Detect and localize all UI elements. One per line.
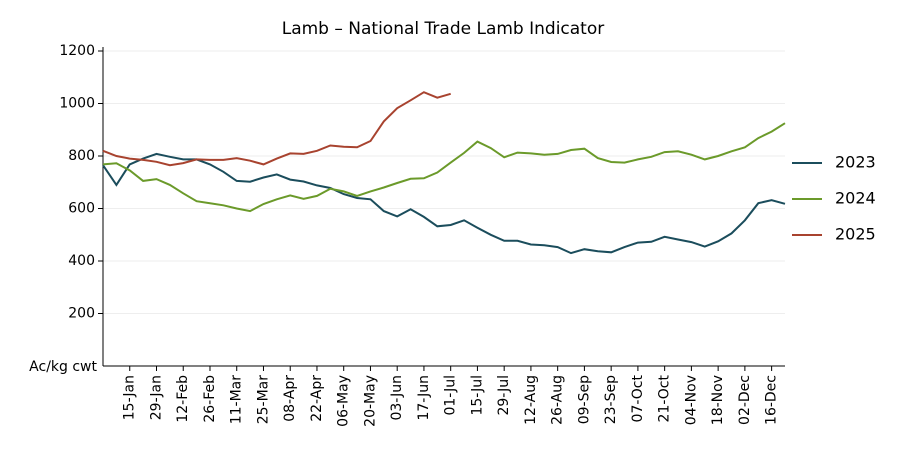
series-line bbox=[102, 122, 786, 213]
x-tick-label: 18-Nov bbox=[710, 375, 726, 425]
y-tick-label: 800 bbox=[68, 148, 95, 164]
x-tick-label: 21-Oct bbox=[657, 374, 673, 422]
x-tick-label: 04-Nov bbox=[683, 375, 699, 425]
x-tick-label: 03-Jun bbox=[389, 375, 405, 421]
y-tick-label: 200 bbox=[68, 306, 95, 322]
y-tick-label: 600 bbox=[68, 201, 95, 217]
legend-label: 2024 bbox=[835, 189, 876, 208]
x-tick-label: 17-Jun bbox=[416, 375, 432, 421]
x-tick-label: 20-May bbox=[362, 375, 378, 427]
y-axis-label: Ac/kg cwt bbox=[29, 359, 97, 375]
x-tick-label: 09-Sep bbox=[576, 375, 592, 424]
legend-label: 2023 bbox=[835, 153, 876, 172]
legend-label: 2025 bbox=[835, 225, 876, 244]
x-tick-label: 02-Dec bbox=[737, 375, 753, 425]
series-line bbox=[102, 152, 786, 255]
x-tick-label: 01-Jul bbox=[443, 375, 459, 416]
x-tick-label: 12-Feb bbox=[175, 375, 191, 423]
x-tick-label: 06-May bbox=[336, 375, 352, 427]
y-tick-label: 1000 bbox=[59, 96, 95, 112]
y-tick-label: 1200 bbox=[59, 43, 95, 59]
x-tick-label: 29-Jan bbox=[148, 375, 164, 420]
x-tick-label: 26-Feb bbox=[202, 375, 218, 423]
x-tick-label: 22-Apr bbox=[309, 375, 325, 422]
y-tick-label: 400 bbox=[68, 253, 95, 269]
x-tick-label: 16-Dec bbox=[764, 375, 780, 425]
x-tick-label: 15-Jul bbox=[469, 375, 485, 416]
x-tick-label: 11-Mar bbox=[229, 375, 245, 425]
x-tick-label: 25-Mar bbox=[255, 375, 271, 425]
chart-title: Lamb – National Trade Lamb Indicator bbox=[282, 19, 605, 39]
x-tick-label: 26-Aug bbox=[550, 375, 566, 425]
x-tick-label: 15-Jan bbox=[122, 375, 138, 420]
series-line bbox=[102, 91, 451, 167]
x-tick-label: 23-Sep bbox=[603, 375, 619, 424]
x-tick-label: 07-Oct bbox=[630, 374, 646, 422]
x-tick-label: 12-Aug bbox=[523, 375, 539, 425]
x-tick-label: 08-Apr bbox=[282, 375, 298, 422]
x-tick-label: 29-Jul bbox=[496, 375, 512, 416]
